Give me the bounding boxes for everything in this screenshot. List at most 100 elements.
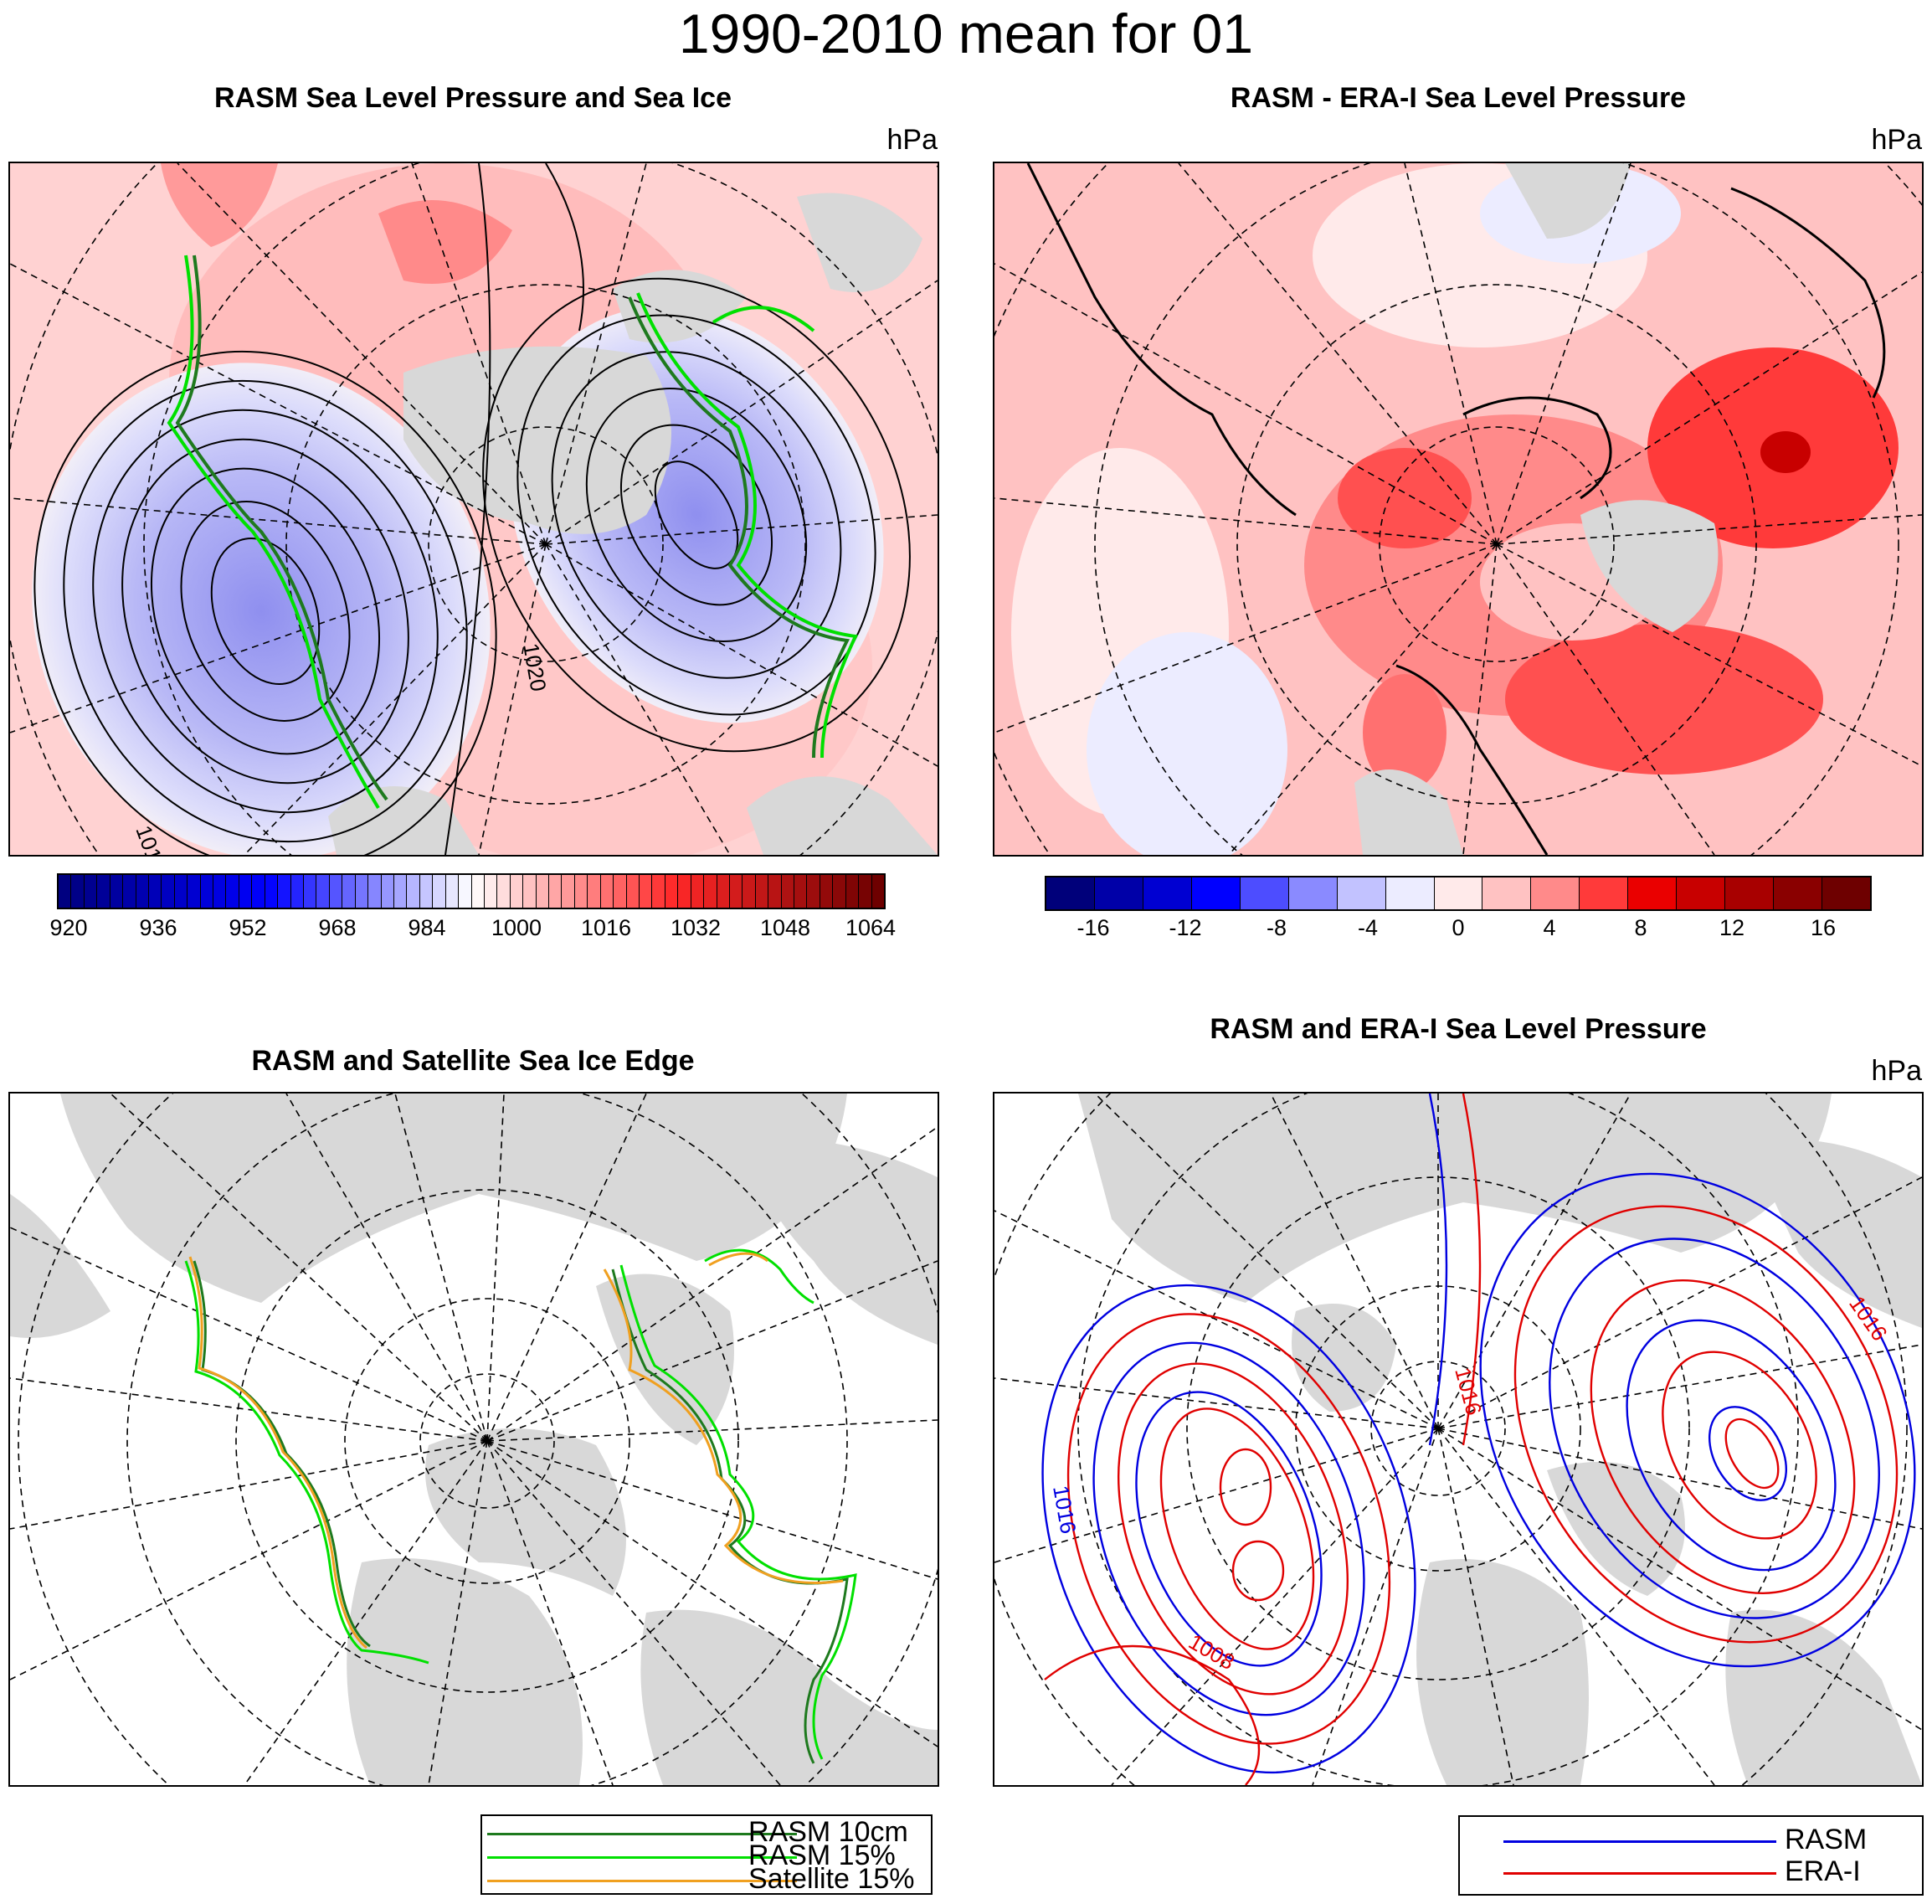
graticule — [10, 163, 938, 855]
legend-line-era-i — [1503, 1872, 1776, 1875]
colorbar-swatch — [1531, 877, 1580, 909]
colorbar-slp — [57, 873, 886, 909]
colorbar-swatch — [110, 875, 124, 908]
colorbar-swatch — [445, 875, 460, 908]
colorbar-swatch — [859, 875, 872, 908]
colorbar-swatch — [729, 875, 743, 908]
colorbar-tick: 1048 — [759, 915, 811, 940]
colorbar-swatch — [1337, 877, 1386, 909]
coastline-group — [1026, 163, 1886, 855]
ice-edge-rasm-10cm — [628, 296, 850, 759]
colorbar-swatch — [536, 875, 550, 908]
colorbar-swatch — [794, 875, 808, 908]
land-mass — [1354, 769, 1463, 855]
colorbar-swatch — [497, 875, 511, 908]
ice-edge-satellite-15pct — [708, 1252, 768, 1267]
colorbar-swatch — [562, 875, 575, 908]
colorbar-tick: 8 — [1634, 915, 1647, 940]
ice-edge-satellite-15pct — [603, 1268, 844, 1584]
colorbar-swatch — [1822, 877, 1870, 909]
colorbar-tick: 952 — [229, 915, 267, 940]
colorbar-swatch — [678, 875, 691, 908]
colorbar-swatch — [1143, 877, 1192, 909]
land-warm — [378, 200, 512, 284]
legend-label: RASM 10cm — [748, 1816, 908, 1848]
colorbar-swatch — [316, 875, 330, 908]
land-arctic — [403, 346, 671, 534]
colorbar-swatch — [691, 875, 705, 908]
colorbar-diff-ticks: -16 -12 -8 -4 0 4 8 12 16 — [1045, 915, 1872, 944]
ice-edge-satellite-15pct — [188, 1256, 367, 1649]
ice-edge-rasm-10cm — [611, 1268, 849, 1764]
colorbar-swatch — [845, 875, 860, 908]
land-north-america — [347, 1558, 583, 1785]
ice-edge-rasm-15pct — [636, 292, 858, 759]
colorbar-swatch — [419, 875, 434, 908]
colorbar-swatch — [459, 875, 472, 908]
colorbar-swatch — [510, 875, 524, 908]
colorbar-swatch — [265, 875, 279, 908]
colorbar-swatch — [1385, 877, 1435, 909]
colorbar-swatch — [1628, 877, 1678, 909]
land-mass — [1505, 163, 1631, 239]
legend-line-rasm — [1503, 1840, 1776, 1843]
diff-zone-max — [1760, 431, 1811, 473]
colorbar-swatch — [1046, 877, 1095, 909]
colorbar-swatch — [1191, 877, 1241, 909]
colorbar-swatch — [174, 875, 188, 908]
colorbar-tick: 1064 — [845, 915, 897, 940]
panel-title-ice-edge: RASM and Satellite Sea Ice Edge — [251, 1045, 695, 1077]
colorbar-swatch — [781, 875, 795, 908]
legend-label: Satellite 15% — [748, 1863, 915, 1895]
aleutian-low — [32, 363, 491, 855]
units-label-compare: hPa — [1871, 1055, 1923, 1087]
land-mass — [747, 1140, 938, 1345]
colorbar-swatch — [239, 875, 253, 908]
colorbar-swatch — [200, 875, 214, 908]
figure-title: 1990-2010 mean for 01 — [678, 3, 1254, 64]
colorbar-swatch — [665, 875, 679, 908]
colorbar-diff — [1045, 876, 1872, 911]
colorbar-swatch — [1774, 877, 1822, 909]
map-panel-ice-edge — [8, 1092, 939, 1787]
ice-edge-rasm-15pct — [712, 306, 815, 332]
legend-line-satellite-15pct — [487, 1880, 797, 1882]
colorbar-swatch — [1580, 877, 1629, 909]
colorbar-swatch — [1094, 877, 1143, 909]
land-eurasia — [1078, 1094, 1832, 1303]
land-mass — [1748, 1140, 1922, 1328]
colorbar-tick: 12 — [1719, 915, 1745, 940]
colorbar-tick: 1000 — [491, 915, 542, 940]
land-mass — [640, 1609, 938, 1785]
colorbar-swatch — [59, 875, 72, 908]
diff-zone-positive — [1363, 674, 1446, 791]
colorbar-swatch — [433, 875, 446, 908]
colorbar-swatch — [639, 875, 653, 908]
diff-zone-strong — [1505, 624, 1823, 774]
land-north-america — [1416, 1559, 1589, 1785]
ice-edge-rasm-15pct — [704, 1248, 814, 1304]
land-greenland — [1580, 500, 1719, 632]
colorbar-swatch — [652, 875, 665, 908]
isobars-era-i — [1044, 1094, 1899, 1785]
colorbar-tick: 0 — [1452, 915, 1465, 940]
colorbar-swatch — [123, 875, 136, 908]
map-ice-edge — [10, 1094, 938, 1785]
graticule — [994, 163, 1922, 855]
units-label-slp: hPa — [886, 124, 938, 156]
land-warm — [161, 163, 278, 247]
colorbar-tick: -16 — [1076, 915, 1110, 940]
colorbar-tick: 936 — [139, 915, 177, 940]
land-mass — [1725, 1609, 1922, 1785]
colorbar-swatch — [304, 875, 317, 908]
graticule — [994, 1094, 1922, 1785]
map-slp-diff — [994, 163, 1922, 855]
colorbar-tick: -8 — [1266, 915, 1287, 940]
colorbar-swatch — [871, 875, 884, 908]
map-panel-slp-compare: 1016 1008 1016 1016 — [993, 1092, 1924, 1787]
colorbar-swatch — [820, 875, 834, 908]
colorbar-swatch — [807, 875, 820, 908]
colorbar-swatch — [1288, 877, 1338, 909]
map-panel-slp-diff — [993, 162, 1924, 857]
colorbar-tick: -4 — [1357, 915, 1379, 940]
